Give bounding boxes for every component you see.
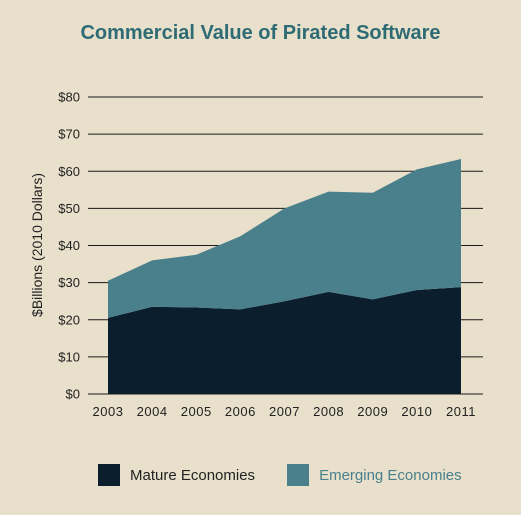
x-tick-label: 2007 xyxy=(269,404,300,419)
x-tick-label: 2010 xyxy=(401,404,432,419)
y-tick-label: $10 xyxy=(58,349,80,364)
legend: Mature Economies Emerging Economies xyxy=(98,464,494,486)
legend-item-mature: Mature Economies xyxy=(98,464,255,486)
y-axis-ticks: $0 $10 $20 $30 $40 $50 $60 $70 $80 xyxy=(58,90,80,402)
legend-swatch-mature xyxy=(98,464,120,486)
area-series-emerging xyxy=(108,158,461,318)
x-tick-label: 2003 xyxy=(93,404,124,419)
x-tick-label: 2006 xyxy=(225,404,256,419)
legend-swatch-emerging xyxy=(287,464,310,486)
legend-label-emerging: Emerging Economies xyxy=(319,466,462,484)
x-tick-label: 2004 xyxy=(137,404,168,419)
y-tick-label: $50 xyxy=(58,201,80,216)
x-tick-label: 2009 xyxy=(357,404,388,419)
x-tick-label: 2011 xyxy=(446,404,476,419)
x-axis-ticks: 2003 2004 2005 2006 2007 2008 2009 2010 2011 xyxy=(93,404,476,419)
x-tick-label: 2005 xyxy=(181,404,212,419)
y-tick-label: $80 xyxy=(58,90,80,105)
y-tick-label: $60 xyxy=(58,164,80,179)
legend-label-mature: Mature Economies xyxy=(130,466,256,484)
x-tick-label: 2008 xyxy=(313,404,344,419)
series-areas xyxy=(88,158,483,395)
chart-title: Commercial Value of Pirated Software xyxy=(80,22,441,44)
y-tick-label: $0 xyxy=(66,387,80,402)
legend-item-emerging: Emerging Economies xyxy=(287,464,462,486)
y-tick-label: $70 xyxy=(58,127,80,142)
y-tick-label: $30 xyxy=(58,275,80,290)
y-axis-label: $Billions (2010 Dollars) xyxy=(29,173,45,317)
y-tick-label: $20 xyxy=(58,312,80,327)
y-tick-label: $40 xyxy=(58,238,80,253)
area-series-mature xyxy=(108,287,461,394)
